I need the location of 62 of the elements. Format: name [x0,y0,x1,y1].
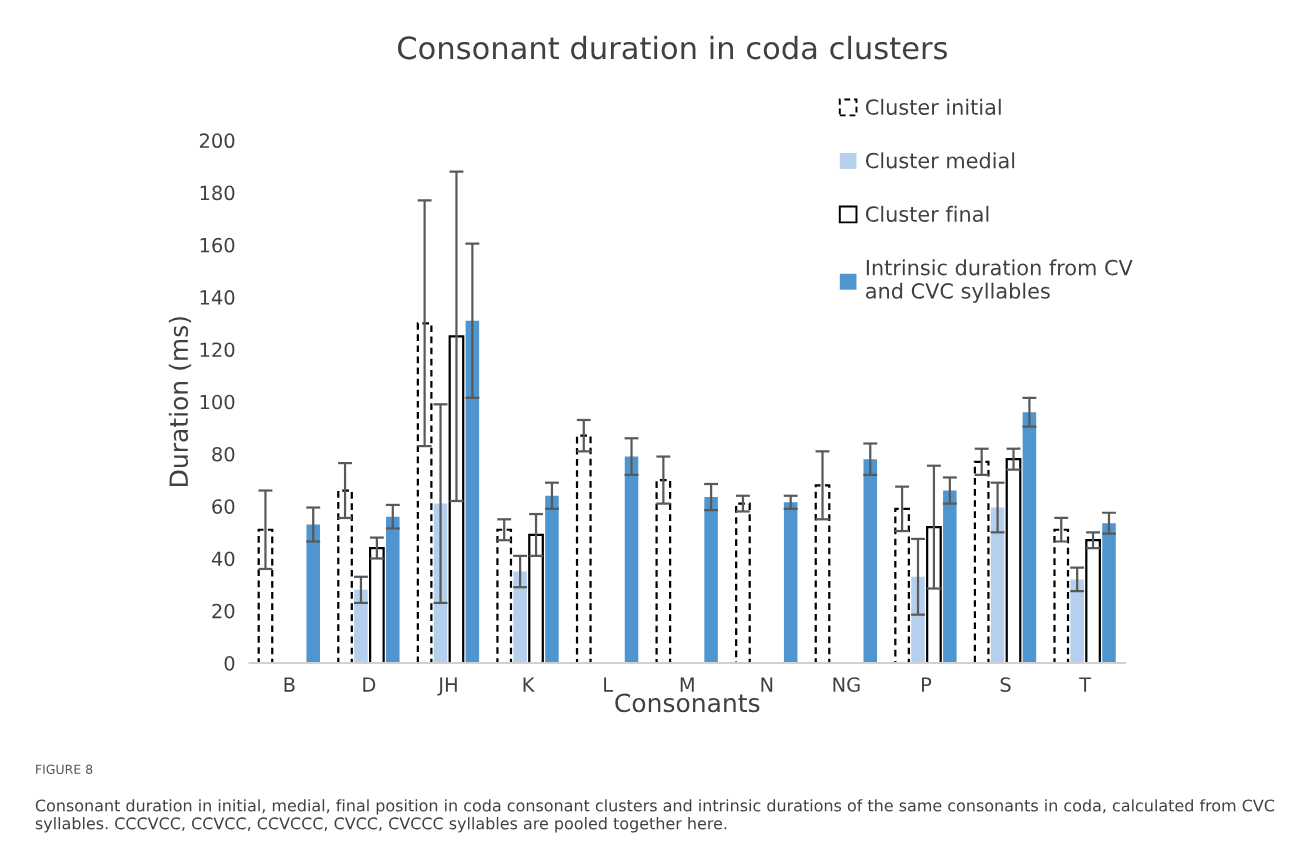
bar [496,528,513,664]
y-tick-label: 60 [212,499,235,514]
bar [1085,539,1101,664]
x-tick-label: D [363,677,376,692]
bar [783,502,798,664]
y-tick-label: 140 [200,290,235,305]
bar [926,526,942,664]
legend-label: Cluster final [865,205,989,222]
y-tick-label: 40 [211,551,235,567]
y-axis-title: Duration (ms) [168,317,192,486]
bar [814,484,831,664]
x-tick-label: P [922,677,932,692]
bar [1070,579,1084,664]
bar [655,478,672,664]
bar [624,456,639,664]
bar [337,489,353,664]
bar [545,495,559,664]
y-tick-label: 80 [212,446,235,462]
bar [911,576,925,664]
bar [894,507,910,664]
x-tick-label: JH [437,677,457,696]
y-tick-label: 0 [224,655,235,671]
bar [369,546,385,664]
bar [1102,523,1116,664]
bar [1005,458,1022,664]
chart-title: Consonant duration in coda clusters [397,35,947,60]
x-tick-label: NG [833,677,860,692]
x-tick-label: M [680,677,694,692]
bar [513,571,527,664]
bar [863,459,878,664]
y-tick-label: 120 [200,342,235,358]
bar [990,507,1005,664]
bar [386,516,400,664]
legend-label: Intrinsic duration from CV and CVC syllables [866,259,1133,303]
x-tick-label: T [1079,677,1092,692]
bar [306,524,320,664]
legend-label: Cluster initial [865,98,1001,115]
legend-label: Cluster medial [865,152,1015,169]
bar [575,434,592,664]
x-tick-label: B [284,677,295,692]
bar [735,502,751,664]
x-tick-label: L [604,677,613,692]
y-tick-label: 20 [212,603,235,619]
bar [416,322,433,664]
y-tick-label: 200 [199,133,235,149]
bar [943,490,957,664]
bar [354,589,368,664]
y-tick-label: 180 [200,185,235,201]
bar [973,460,990,664]
y-tick-label: 100 [200,394,235,410]
bar [528,533,544,664]
y-tick-label: 160 [200,237,235,253]
bar [704,497,718,664]
bar [1022,412,1037,664]
bar [465,320,480,664]
x-tick-label: K [523,677,535,692]
x-tick-label: S [1000,677,1011,692]
x-tick-label: N [761,677,773,692]
bar [1053,528,1070,664]
caption: FIGURE 8 [36,764,93,775]
text: Consonant duration in initial, medial, final position in coda consonant clusters and intrinsic durations of the same consonants in coda, calculated from CVC syllables. CCCVCC, CCVCC, CCVCCC, CVCC, CVCCC syllables are pooled together here. [35,799,1275,833]
x-axis-title: Consonants [615,693,760,713]
